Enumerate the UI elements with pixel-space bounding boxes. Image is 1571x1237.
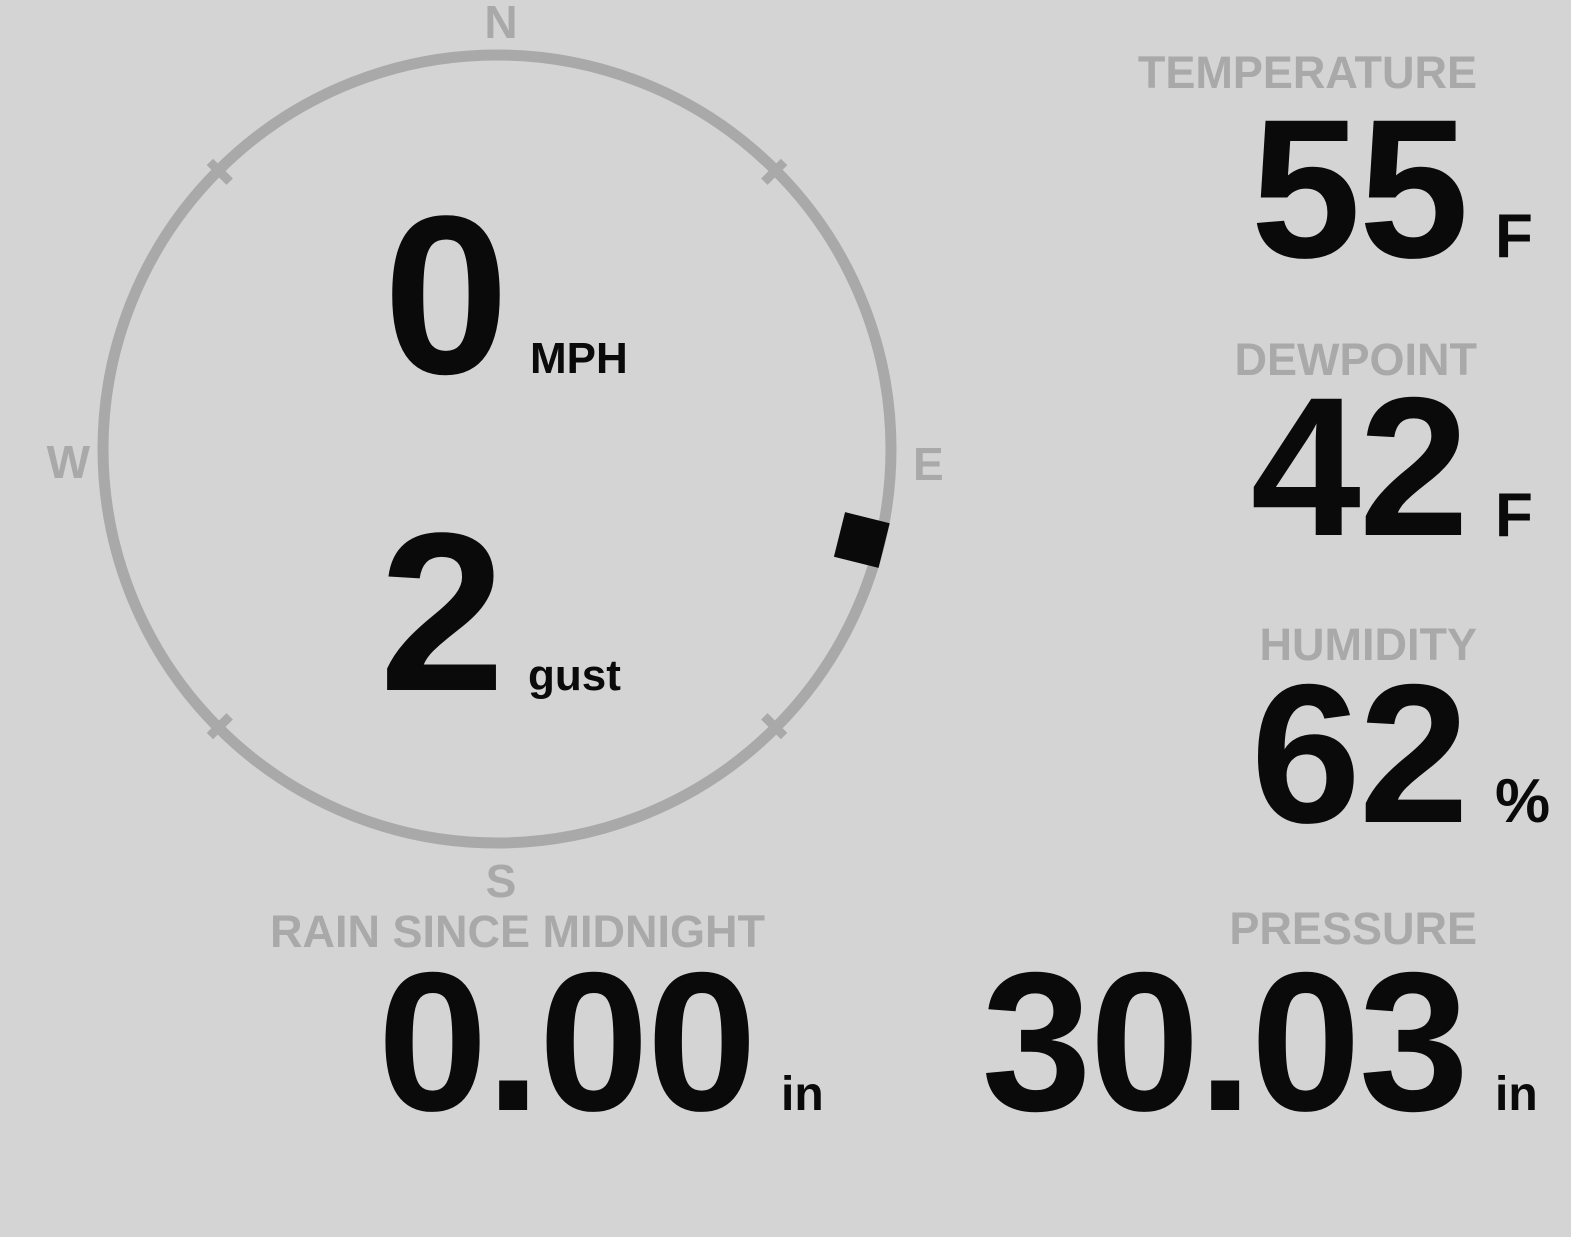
reading-humidity: HUMIDITY 62 %: [1251, 619, 1550, 864]
reading-rain-since-midnight: RAIN SINCE MIDNIGHT 0.00 in: [270, 906, 824, 1152]
wind-gust-unit: gust: [528, 651, 621, 700]
rain-unit: in: [781, 1068, 824, 1121]
compass-label-south: S: [486, 855, 517, 907]
wind-speed-value: 0: [383, 168, 507, 421]
reading-temperature: TEMPERATURE 55 F: [1138, 47, 1533, 299]
wind-gust-value: 2: [379, 485, 503, 738]
temperature-label: TEMPERATURE: [1138, 47, 1477, 98]
compass-tick-se: [761, 713, 788, 740]
dewpoint-label: DEWPOINT: [1235, 334, 1478, 385]
pressure-label: PRESSURE: [1229, 903, 1477, 954]
pressure-unit: in: [1495, 1068, 1538, 1121]
wind-direction-marker: [833, 512, 890, 568]
humidity-unit: %: [1495, 767, 1550, 836]
compass-label-east: E: [913, 438, 944, 490]
compass-ring: [97, 49, 897, 849]
temperature-value: 55: [1251, 78, 1467, 299]
rain-value: 0.00: [378, 931, 755, 1152]
pressure-value: 30.03: [982, 931, 1467, 1152]
compass-label-north: N: [484, 0, 517, 48]
humidity-value: 62: [1251, 643, 1467, 864]
compass-tick-ne: [761, 158, 788, 185]
compass-tick-nw: [206, 158, 233, 185]
reading-pressure: PRESSURE 30.03 in: [982, 903, 1538, 1152]
temperature-unit: F: [1495, 202, 1533, 271]
dewpoint-unit: F: [1495, 481, 1533, 550]
compass-label-west: W: [47, 436, 91, 488]
humidity-label: HUMIDITY: [1260, 619, 1478, 670]
reading-dewpoint: DEWPOINT 42 F: [1235, 334, 1533, 577]
wind-speed-unit: MPH: [530, 334, 628, 383]
compass-tick-sw: [206, 713, 233, 740]
rain-label: RAIN SINCE MIDNIGHT: [270, 906, 765, 957]
wind-compass: N E S W 0 MPH 2 gust: [47, 0, 944, 907]
dewpoint-value: 42: [1251, 356, 1467, 577]
